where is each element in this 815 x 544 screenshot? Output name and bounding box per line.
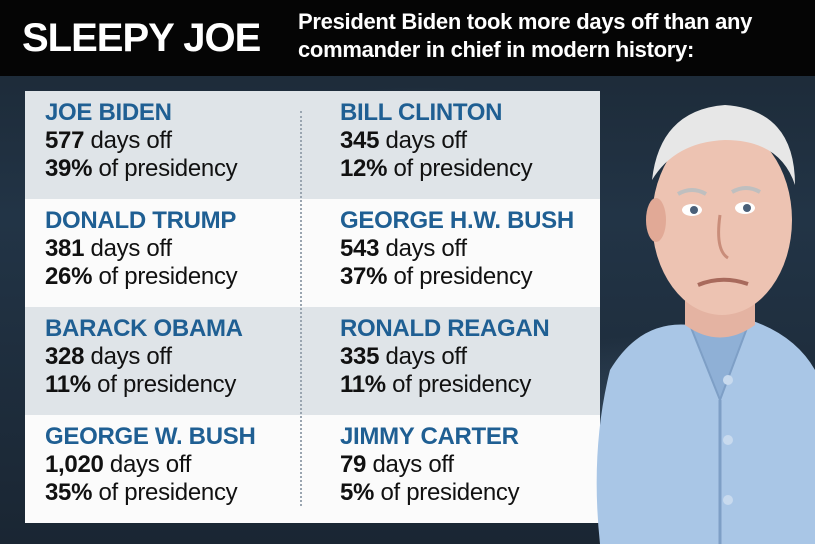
eyebrow xyxy=(731,186,761,194)
presidency-percent: 39% of presidency xyxy=(45,155,238,182)
days-off: 577 days off xyxy=(45,127,172,154)
days-off: 79 days off xyxy=(340,451,454,478)
president-name: BILL CLINTON xyxy=(340,99,503,126)
days-off: 543 days off xyxy=(340,235,467,262)
presidency-percent: 35% of presidency xyxy=(45,479,238,506)
presidency-percent: 26% of presidency xyxy=(45,263,238,290)
presidency-percent: 37% of presidency xyxy=(340,263,533,290)
president-name: DONALD TRUMP xyxy=(45,207,237,234)
presidency-percent: 11% of presidency xyxy=(340,371,532,398)
president-cell: BARACK OBAMA 328 days off 11% of preside… xyxy=(25,307,312,415)
column-divider xyxy=(300,111,302,506)
president-name: BARACK OBAMA xyxy=(45,315,243,342)
president-cell: RONALD REAGAN 335 days off 11% of presid… xyxy=(320,307,607,415)
face xyxy=(652,125,792,315)
ear xyxy=(646,198,666,242)
president-photo xyxy=(596,105,815,544)
days-off: 345 days off xyxy=(340,127,467,154)
headline: SLEEPY JOE xyxy=(22,16,261,60)
pupil xyxy=(690,206,698,214)
nose xyxy=(717,214,729,260)
mouth xyxy=(697,277,749,287)
president-cell: DONALD TRUMP 381 days off 26% of preside… xyxy=(25,199,312,307)
pajama-shirt xyxy=(596,320,815,544)
president-name: GEORGE H.W. BUSH xyxy=(340,207,574,234)
hair xyxy=(652,105,795,185)
eyebrow xyxy=(677,188,707,196)
president-name: RONALD REAGAN xyxy=(340,315,550,342)
days-off: 335 days off xyxy=(340,343,467,370)
days-off: 328 days off xyxy=(45,343,172,370)
president-cell: JIMMY CARTER 79 days off 5% of presidenc… xyxy=(320,415,607,523)
days-off: 381 days off xyxy=(45,235,172,262)
president-cell: GEORGE H.W. BUSH 543 days off 37% of pre… xyxy=(320,199,607,307)
subheadline: President Biden took more days off than … xyxy=(298,9,753,62)
president-cell: GEORGE W. BUSH 1,020 days off 35% of pre… xyxy=(25,415,312,523)
shirt-button xyxy=(723,435,733,445)
shirt-button xyxy=(723,495,733,505)
table-row: GEORGE W. BUSH 1,020 days off 35% of pre… xyxy=(25,415,600,523)
president-name: JIMMY CARTER xyxy=(340,423,519,450)
president-cell: BILL CLINTON 345 days off 12% of preside… xyxy=(320,91,607,199)
president-cell: JOE BIDEN 577 days off 39% of presidency xyxy=(25,91,312,199)
presidency-percent: 12% of presidency xyxy=(340,155,533,182)
pupil xyxy=(743,204,751,212)
president-name: GEORGE W. BUSH xyxy=(45,423,256,450)
president-name: JOE BIDEN xyxy=(45,99,172,126)
presidency-percent: 5% of presidency xyxy=(340,479,520,506)
table-row: JOE BIDEN 577 days off 39% of presidency… xyxy=(25,91,600,199)
shirt-button xyxy=(723,375,733,385)
header-bar: SLEEPY JOE President Biden took more day… xyxy=(0,0,815,76)
table-row: DONALD TRUMP 381 days off 26% of preside… xyxy=(25,199,600,307)
days-off: 1,020 days off xyxy=(45,451,192,478)
presidents-table: JOE BIDEN 577 days off 39% of presidency… xyxy=(25,91,600,524)
table-row: BARACK OBAMA 328 days off 11% of preside… xyxy=(25,307,600,415)
presidency-percent: 11% of presidency xyxy=(45,371,237,398)
